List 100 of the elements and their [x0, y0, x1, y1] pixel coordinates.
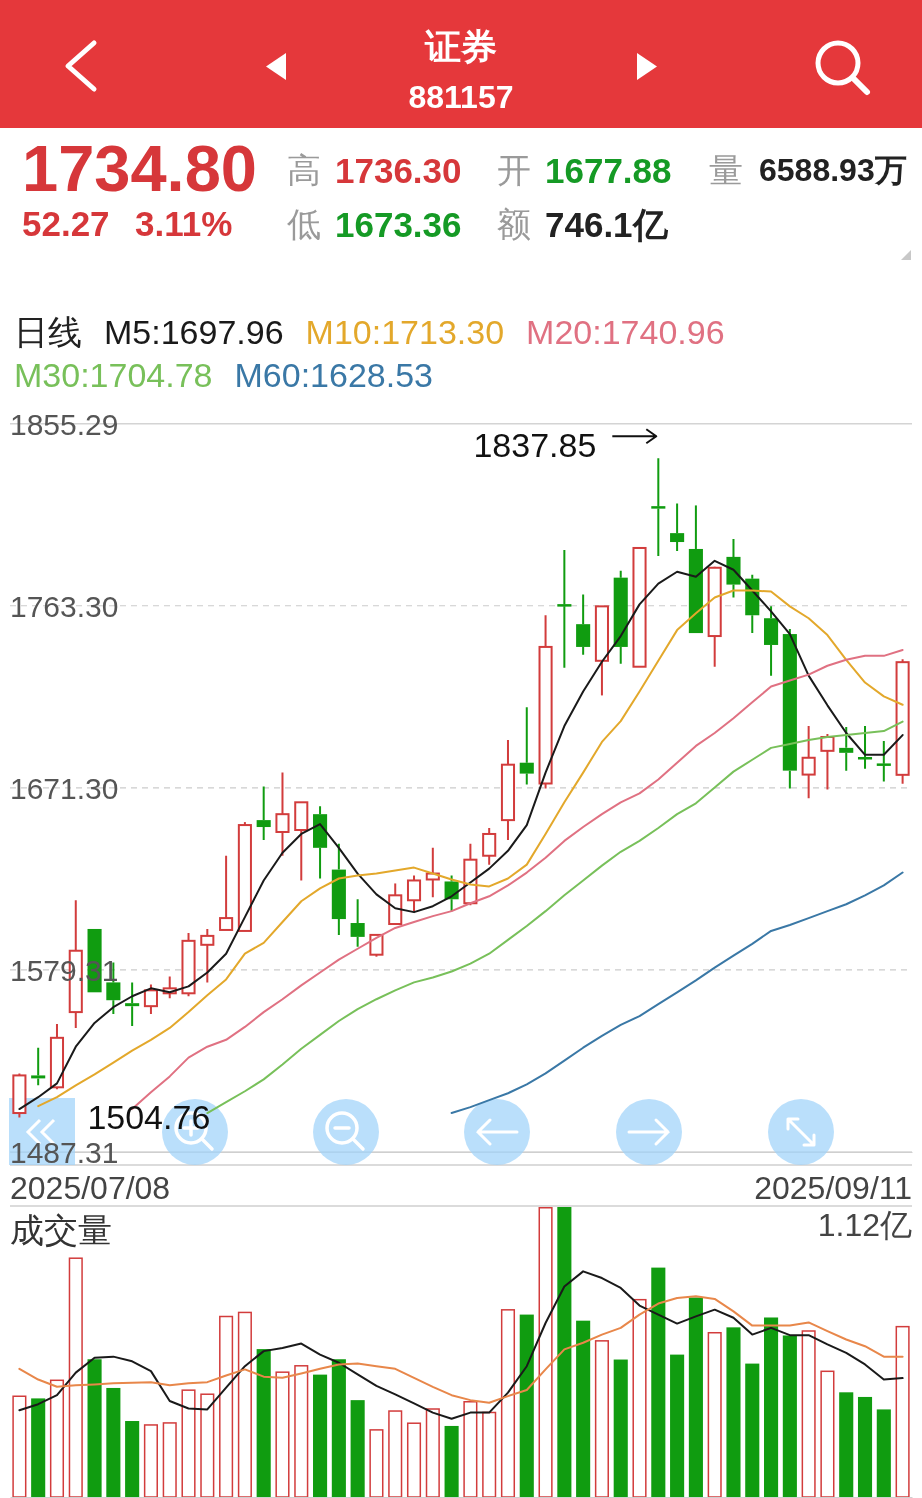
- y-tick-label: 1487.31: [10, 1136, 119, 1169]
- candlestick: [557, 548, 572, 669]
- legend-title: 日线: [14, 313, 82, 351]
- text: 2025/07/08: [10, 1170, 171, 1206]
- bar: [688, 1297, 703, 1497]
- bar: [12, 1395, 27, 1498]
- candlestick: [839, 726, 854, 772]
- bar: [256, 1349, 271, 1497]
- text: M10:1713.30: [305, 313, 505, 351]
- text: 1673.36: [335, 204, 462, 244]
- candlestick: [125, 981, 140, 1027]
- bar: [87, 1359, 102, 1497]
- candlestick: [31, 1046, 46, 1087]
- bar: [219, 1315, 234, 1498]
- candlestick: [726, 538, 741, 599]
- chart-title: 成交量: [10, 1211, 112, 1249]
- text: 52.27: [22, 203, 110, 243]
- bar: [594, 1340, 609, 1498]
- bar: [538, 1207, 553, 1498]
- candlestick: [688, 504, 703, 634]
- candlestick: [707, 566, 722, 668]
- text: 1677.88: [545, 150, 672, 190]
- candlestick: [670, 502, 685, 552]
- bar: [557, 1207, 572, 1497]
- y-tick-label: 1671.30: [10, 771, 119, 805]
- candlestick: [331, 842, 346, 936]
- text: M30:1704.78: [14, 356, 213, 394]
- bar: [651, 1267, 666, 1497]
- text: 1734.80: [22, 131, 257, 205]
- bar: [388, 1410, 403, 1498]
- text: M20:1740.96: [526, 313, 725, 351]
- bar: [331, 1359, 346, 1497]
- bar: [406, 1422, 422, 1498]
- bar: [857, 1396, 873, 1497]
- candlestick: [350, 898, 365, 948]
- bar: [350, 1400, 365, 1497]
- bar: [670, 1354, 685, 1497]
- bar: [576, 1320, 591, 1497]
- candlestick: [219, 854, 234, 931]
- bar: [801, 1330, 816, 1498]
- bar: [68, 1257, 83, 1498]
- text: 881157: [408, 79, 514, 115]
- bar: [613, 1359, 628, 1497]
- candlestick: [256, 785, 271, 841]
- annotation: 1504.76: [87, 1098, 211, 1137]
- text: 746.1亿: [545, 204, 669, 244]
- bar: [519, 1314, 534, 1497]
- candlestick: [576, 593, 591, 656]
- candlestick: [388, 882, 403, 926]
- text: 2025/09/11: [754, 1170, 912, 1206]
- candlestick: [820, 733, 835, 791]
- candlestick: [651, 457, 666, 557]
- bar: [463, 1401, 478, 1498]
- bar: [162, 1422, 177, 1498]
- bar: [369, 1429, 384, 1498]
- bar: [125, 1421, 140, 1497]
- text: 3.11%: [135, 203, 233, 243]
- bar: [745, 1363, 760, 1497]
- bar: [782, 1335, 797, 1497]
- text: 开: [497, 151, 531, 189]
- text: 量: [709, 151, 743, 189]
- candlestick: [313, 805, 328, 880]
- text: 高: [287, 151, 321, 189]
- text: 证券: [424, 25, 497, 67]
- bar: [726, 1327, 741, 1497]
- text: 低: [287, 205, 321, 243]
- candlestick: [764, 605, 779, 677]
- bar: [275, 1371, 290, 1498]
- candlestick: [857, 725, 873, 770]
- bar: [294, 1365, 309, 1498]
- y-tick-label: 1855.29: [10, 407, 119, 441]
- text: 1736.30: [335, 150, 462, 190]
- bar: [425, 1408, 440, 1498]
- candlestick: [500, 738, 516, 841]
- annotation: 1837.85: [473, 426, 597, 465]
- bar: [49, 1379, 65, 1498]
- candlestick: [876, 739, 891, 783]
- bar: [482, 1411, 497, 1498]
- bar: [632, 1298, 647, 1498]
- candlestick: [538, 614, 553, 790]
- bar: [764, 1317, 779, 1497]
- bar: [181, 1389, 196, 1498]
- text: 6588.93万: [759, 152, 907, 188]
- y-tick-label: 1763.30: [10, 589, 119, 623]
- candlestick: [294, 801, 309, 882]
- text: M5:1697.96: [104, 313, 284, 351]
- annotation: 1.12亿: [817, 1207, 912, 1243]
- bar: [237, 1311, 252, 1498]
- bar: [820, 1370, 835, 1498]
- candlestick: [519, 706, 534, 786]
- bar: [444, 1425, 459, 1497]
- bar: [500, 1309, 516, 1498]
- bar: [895, 1325, 910, 1498]
- bar: [200, 1393, 215, 1498]
- bar: [313, 1374, 328, 1497]
- text: 额: [497, 205, 531, 243]
- bar: [876, 1409, 891, 1497]
- candlestick: [200, 927, 215, 984]
- candlestick: [275, 771, 290, 857]
- bar: [106, 1387, 121, 1497]
